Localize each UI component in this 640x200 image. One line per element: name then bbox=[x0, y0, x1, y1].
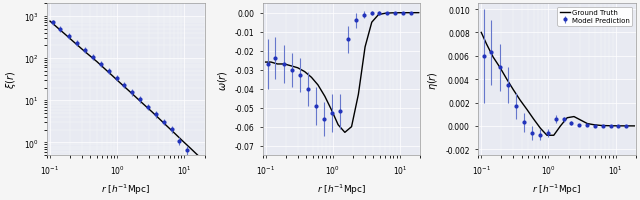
Ground Truth bbox=[604, 125, 611, 127]
Ground Truth bbox=[523, 109, 531, 111]
Ground Truth bbox=[577, 119, 584, 122]
Ground Truth bbox=[483, 44, 490, 46]
Ground Truth bbox=[584, 123, 591, 125]
Ground Truth bbox=[597, 125, 605, 127]
Ground Truth bbox=[590, 124, 598, 126]
Ground Truth bbox=[489, 56, 497, 59]
Ground Truth bbox=[496, 67, 504, 69]
Y-axis label: $\eta(r)$: $\eta(r)$ bbox=[426, 70, 440, 89]
Ground Truth bbox=[624, 125, 632, 127]
Y-axis label: $\omega(r)$: $\omega(r)$ bbox=[216, 69, 229, 90]
Ground Truth bbox=[557, 125, 564, 127]
Ground Truth bbox=[543, 134, 551, 137]
Ground Truth bbox=[570, 116, 578, 118]
Ground Truth bbox=[630, 125, 638, 127]
X-axis label: $r\ [h^{-1}\mathrm{Mpc}]$: $r\ [h^{-1}\mathrm{Mpc}]$ bbox=[101, 182, 150, 196]
Ground Truth bbox=[550, 134, 557, 137]
Ground Truth bbox=[611, 125, 618, 127]
Ground Truth bbox=[563, 117, 571, 119]
X-axis label: $r\ [h^{-1}\mathrm{Mpc}]$: $r\ [h^{-1}\mathrm{Mpc}]$ bbox=[532, 182, 582, 196]
Y-axis label: $\xi(r)$: $\xi(r)$ bbox=[4, 71, 18, 89]
Ground Truth bbox=[516, 99, 524, 102]
Line: Ground Truth: Ground Truth bbox=[481, 33, 634, 136]
Ground Truth bbox=[477, 32, 485, 34]
Ground Truth bbox=[509, 89, 517, 91]
X-axis label: $r\ [h^{-1}\mathrm{Mpc}]$: $r\ [h^{-1}\mathrm{Mpc}]$ bbox=[317, 182, 366, 196]
Legend: Ground Truth, Model Prediction: Ground Truth, Model Prediction bbox=[557, 8, 632, 26]
Ground Truth bbox=[536, 127, 544, 130]
Ground Truth bbox=[503, 79, 511, 81]
Ground Truth bbox=[530, 118, 538, 121]
Ground Truth bbox=[617, 125, 625, 127]
